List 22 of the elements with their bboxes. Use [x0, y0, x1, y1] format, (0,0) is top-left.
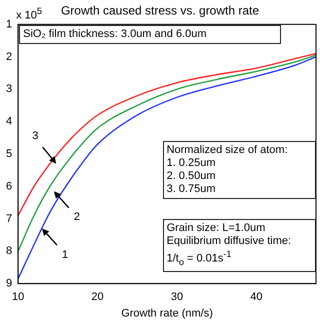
- text-box: Grain size: L=1.0um Equilibrium diffusive time: 1/t$_{o}$ = 0.01s$^{-1}$: [162, 218, 316, 272]
- text-box: SiO₂ film thickness: 3.0um and 6.0um: [19, 25, 282, 44]
- annotation: 1: [62, 248, 68, 261]
- y-tick-label: 7: [6, 212, 12, 225]
- text: x 10$^{5}$: [16, 6, 42, 22]
- chart-title: Growth caused stress vs. growth rate: [60, 4, 260, 18]
- x-axis-title: Growth rate (nm/s): [121, 307, 213, 320]
- y-tick-label: 3: [6, 83, 12, 96]
- y-tick-label: 8: [6, 245, 12, 258]
- x-tick-label: 20: [91, 291, 104, 304]
- y-tick-label: 4: [6, 116, 12, 128]
- annotation: 3: [32, 130, 38, 142]
- text-box: Normalized size of atom: 1. 0.25um 2. 0.50um 3. 0.75um: [162, 141, 316, 200]
- y-tick-label: 6: [6, 180, 12, 192]
- x-tick-label: 10: [12, 291, 24, 304]
- annotation: 2: [74, 211, 80, 224]
- y-tick-label: 1: [6, 18, 12, 30]
- y-tick-label: 2: [6, 50, 12, 63]
- y-tick-label: 9: [6, 278, 12, 290]
- y-tick-label: 5: [6, 148, 12, 160]
- x-tick-label: 40: [250, 291, 263, 304]
- x-tick-label: 30: [170, 291, 184, 304]
